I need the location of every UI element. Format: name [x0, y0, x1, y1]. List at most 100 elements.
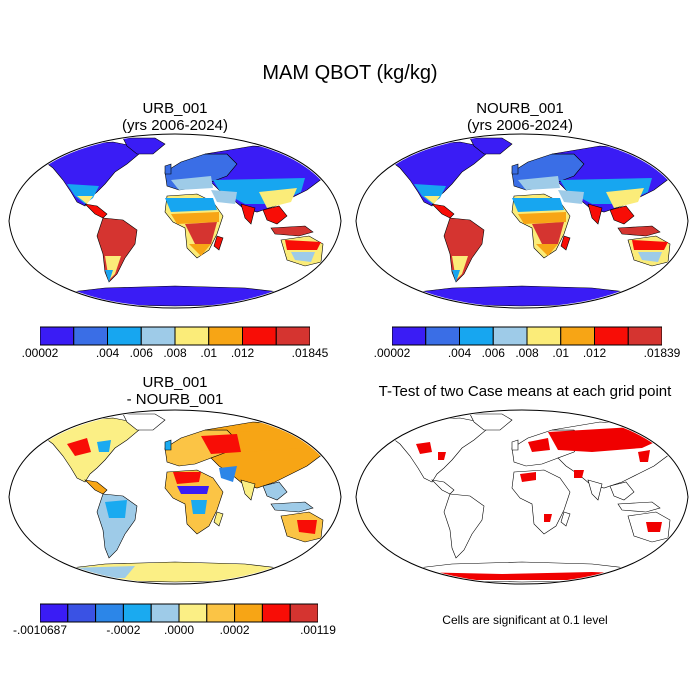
map-nourb-indo — [617, 225, 661, 237]
map-diff-diff-af-red — [173, 472, 201, 484]
colorbar-urb-tick-label: .006 — [129, 346, 153, 360]
map-diff-diff-as-orange — [239, 430, 305, 452]
map-nourb-frame — [355, 133, 689, 309]
map-ttest-uk — [511, 439, 519, 451]
map-urb-af-central — [185, 222, 217, 244]
colorbar-urb-swatch — [140, 326, 176, 346]
map-nourb-sa-tip — [452, 270, 460, 282]
map-urb-india — [240, 203, 256, 225]
colorbar-urb-tick-label: .012 — [230, 346, 255, 360]
map-nourb-greenland — [469, 137, 513, 155]
colorbar-diff-tick-label: .00119 — [300, 623, 336, 637]
panel-title-urb-line1: URB_001 — [142, 100, 208, 117]
panel-title-nourb-line2: (yrs 2006-2024) — [467, 117, 573, 134]
panel-title-diff: URB_001 - NOURB_001 — [40, 374, 310, 408]
map-diff-madag — [213, 511, 224, 527]
map-nourb-as-mideast — [558, 190, 584, 204]
panel-title-urb-line2: (yrs 2006-2024) — [122, 117, 228, 134]
map-urb-land-group — [44, 137, 340, 307]
colorbar-urb-tick-label: .00002 — [21, 346, 59, 360]
map-ttest-madag — [560, 511, 571, 527]
map-diff-india — [240, 479, 256, 501]
map-nourb-af-sahara — [512, 198, 564, 212]
map-diff-sea — [262, 481, 288, 501]
map-urb-af-sahara — [165, 198, 217, 212]
map-nourb-na-south — [414, 184, 446, 204]
map-diff-indo — [270, 501, 314, 513]
map-diff-svg — [8, 409, 342, 585]
map-ttest-indo — [617, 501, 661, 513]
colorbar-urb-tick-label: .008 — [163, 346, 187, 360]
map-urb — [5, 132, 345, 310]
map-ttest-sig-europe — [528, 438, 550, 452]
colorbar-urb-swatch — [208, 326, 243, 346]
map-urb-uk — [164, 163, 172, 175]
map-nourb-uk — [511, 163, 519, 175]
map-urb-madag — [213, 235, 224, 251]
panel-title-urb: URB_001 (yrs 2006-2024) — [40, 100, 310, 134]
colorbar-diff-swatch — [234, 603, 263, 623]
map-urb-greenland — [122, 137, 166, 155]
colorbar-nourb-swatch — [425, 326, 460, 346]
map-ttest — [352, 408, 692, 586]
map-diff-diff-au-red — [297, 520, 317, 534]
colorbar-urb-tick-label: .01845 — [291, 346, 329, 360]
map-diff-nz — [331, 537, 340, 549]
colorbar-diff-swatch — [40, 603, 69, 623]
map-urb-au-interior — [291, 252, 315, 262]
map-nourb-nz — [678, 261, 687, 273]
map-diff-diff-af-lightblue — [191, 500, 207, 514]
map-diff-diff-na-blue — [97, 440, 111, 452]
map-urb-sa-tip — [105, 270, 113, 282]
map-urb-na-gulf — [77, 196, 93, 204]
colorbar-urb-swatch — [73, 326, 108, 346]
map-ttest-sig-africa-s — [544, 514, 552, 522]
map-nourb-af-sahel — [518, 212, 566, 224]
colorbar-diff-tick-label: -.0002 — [106, 623, 141, 637]
colorbar-diff-swatch — [289, 603, 318, 623]
panel-title-diff-line2: - NOURB_001 — [126, 391, 224, 408]
map-ttest-sig-australia — [646, 522, 662, 532]
map-diff-diff-sa-blue — [105, 500, 127, 518]
map-urb-frame — [8, 133, 342, 309]
colorbar-diff: -.0010687 -.0002 .0000 .0002 .00119 — [13, 603, 336, 643]
map-ttest-india — [587, 479, 603, 501]
map-ttest-frame — [355, 409, 689, 585]
colorbar-diff-swatch — [150, 603, 180, 623]
colorbar-nourb-tick-label: .01839 — [643, 346, 681, 360]
map-nourb-svg — [355, 133, 689, 309]
map-nourb-af-central — [532, 222, 564, 244]
map-diff-ca — [84, 479, 108, 495]
colorbar-urb-swatch — [107, 326, 142, 346]
colorbar-nourb-tick-label: .00002 — [373, 346, 411, 360]
colorbar-diff-svg — [40, 603, 318, 623]
colorbar-urb-tick-label: .01 — [200, 346, 218, 360]
map-ttest-sa — [443, 493, 485, 559]
colorbar-nourb-swatch — [526, 326, 562, 346]
colorbar-urb-svg — [40, 326, 310, 346]
colorbar-nourb-swatch — [392, 326, 427, 346]
panel-title-diff-line1: URB_001 — [142, 374, 208, 391]
map-urb-svg — [8, 133, 342, 309]
colorbar-urb-swatch — [40, 326, 75, 346]
map-ttest-sig-sahara — [520, 472, 536, 482]
colorbar-nourb-swatch — [594, 326, 629, 346]
colorbar-nourb-svg — [392, 326, 662, 346]
map-urb-nz — [331, 261, 340, 273]
figure-title: MAM QBOT (kg/kg) — [262, 62, 438, 84]
map-diff — [5, 408, 345, 586]
map-ttest-sig-mideast — [574, 470, 584, 478]
map-ttest-sea — [609, 481, 635, 501]
map-nourb-madag — [560, 235, 571, 251]
map-nourb-land-group — [391, 137, 687, 307]
map-diff-uk — [164, 439, 172, 451]
colorbar-diff-tick-label: .0002 — [219, 623, 250, 637]
map-urb-af-sahel — [171, 212, 219, 224]
map-nourb-as-china — [606, 188, 644, 208]
colorbar-diff-swatch — [67, 603, 97, 623]
colorbar-urb-swatch — [242, 326, 277, 346]
map-nourb-ca — [431, 203, 455, 219]
map-nourb-au-interior — [638, 252, 662, 262]
map-urb-ca — [84, 203, 108, 219]
map-nourb-india — [587, 203, 603, 225]
